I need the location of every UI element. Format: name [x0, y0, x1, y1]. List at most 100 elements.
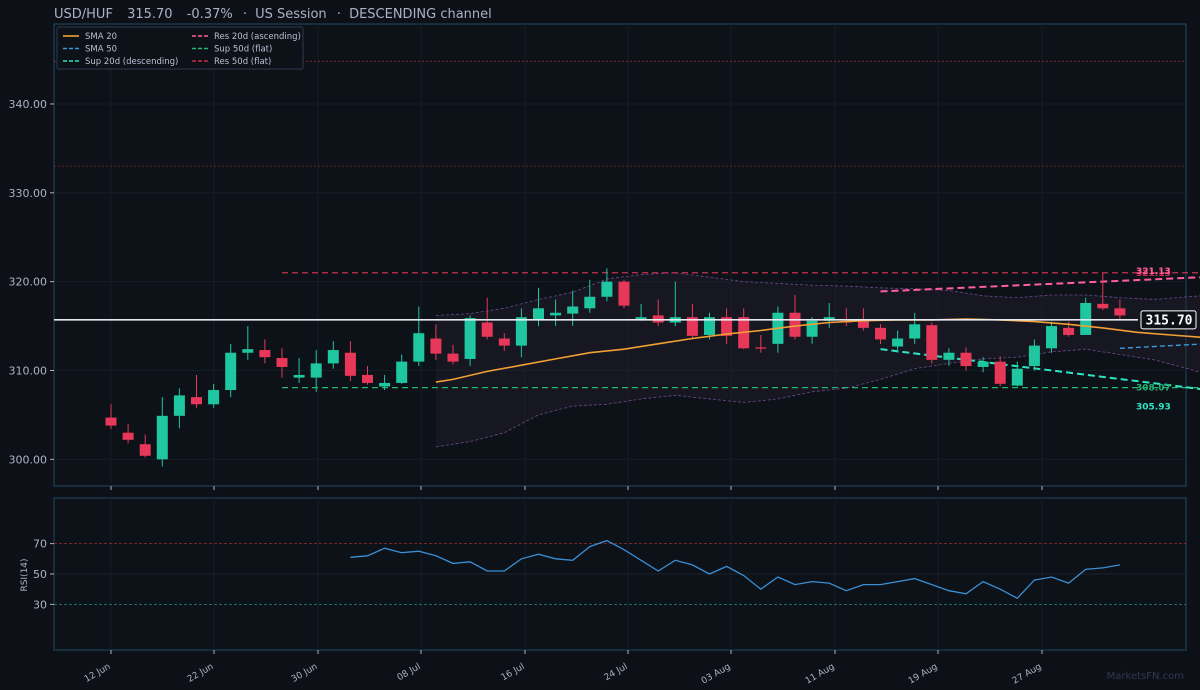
title-session: US Session — [255, 7, 327, 22]
price-tick-label: 310.00 — [9, 365, 48, 378]
legend-label: SMA 50 — [85, 45, 117, 55]
rsi-series-line — [350, 539, 1121, 600]
candle-body — [789, 312, 801, 337]
legend-label: SMA 20 — [85, 32, 117, 42]
candle-body — [481, 322, 493, 337]
candle-body — [635, 317, 647, 319]
candles — [105, 268, 1126, 467]
rsi-panel: 30 50 70 RSI(14) — [20, 497, 1187, 651]
candle-body — [977, 361, 989, 367]
legend-label: Sup 20d (descending) — [85, 57, 178, 67]
candle-body — [892, 338, 904, 347]
price-tick-label: 320.00 — [9, 276, 48, 289]
candle-body — [1063, 327, 1075, 335]
candle-body — [447, 353, 459, 362]
candle-body — [960, 352, 972, 367]
band-fill — [435, 272, 1200, 447]
watermark: MarketsFN.com — [1107, 671, 1184, 682]
candle-body — [1046, 326, 1057, 349]
candle-body — [310, 363, 322, 378]
candle-body — [686, 317, 698, 336]
candle-body — [396, 361, 408, 383]
candle-body — [994, 361, 1006, 384]
sup20-label: 305.93 — [1136, 403, 1171, 413]
rsi-gridlines — [54, 498, 1186, 650]
legend-label: Sup 50d (flat) — [214, 45, 272, 55]
res20-label: 321.13 — [1136, 267, 1171, 277]
candle-body — [806, 320, 818, 337]
band-lower-edge — [435, 348, 1200, 448]
candle-body — [533, 308, 544, 320]
candle-body — [515, 317, 527, 346]
price-panel-frame — [53, 23, 1187, 487]
candle-body — [413, 333, 425, 362]
price-tick-label: 340.00 — [9, 98, 48, 111]
title-channel: DESCENDING channel — [349, 7, 492, 22]
candle-body — [276, 358, 288, 367]
candle-body — [618, 281, 630, 306]
candle-body — [498, 338, 510, 346]
sup50-label: 308.07 — [1136, 384, 1171, 394]
title-symbol: USD/HUF — [54, 7, 113, 22]
last-price-value: 315.70 — [1146, 313, 1193, 328]
candle-body — [755, 347, 767, 349]
rsi-tick-label: 50 — [33, 568, 47, 581]
candle-body — [362, 374, 373, 383]
candle-body — [909, 324, 921, 339]
candle-body — [173, 395, 185, 416]
candle-body — [156, 415, 168, 460]
chart-title: USD/HUF 315.70 -0.37% · US Session · DES… — [54, 7, 492, 22]
legend-box — [56, 26, 304, 70]
candle-body — [430, 338, 442, 354]
candle-body — [242, 349, 254, 353]
title-change: -0.37% — [187, 7, 233, 22]
candle-body — [926, 325, 938, 360]
candle-body — [1028, 345, 1040, 367]
rsi-tick-label: 30 — [33, 598, 47, 611]
last-price-line: 315.70 — [54, 310, 1197, 330]
rsi-axis-label: RSI(14) — [20, 558, 30, 591]
title-last: 315.70 — [127, 7, 173, 22]
candle-body — [1097, 303, 1109, 309]
price-axis: 300.00 310.00 320.00 330.00 340.00 — [9, 98, 54, 466]
candle-body — [464, 318, 476, 359]
candle-body — [601, 281, 613, 297]
candle-body — [857, 320, 869, 328]
candle-body — [344, 352, 356, 376]
candle-body — [550, 312, 562, 316]
candle-body — [191, 397, 202, 405]
candle-body — [208, 390, 220, 405]
candle-body — [1080, 302, 1092, 335]
candle-body — [105, 417, 117, 426]
price-tick-label: 330.00 — [9, 187, 48, 200]
candle-body — [704, 317, 715, 335]
price-tick-label: 300.00 — [9, 453, 48, 466]
candle-body — [567, 306, 579, 314]
rsi-axis: 30 50 70 — [33, 538, 54, 611]
candle-body — [327, 350, 339, 364]
res50-label: 321.13 — [1136, 269, 1171, 279]
legend: SMA 20 Res 20d (ascending) SMA 50 Sup 50d (… — [56, 26, 304, 70]
rsi-line — [350, 539, 1121, 600]
candle-body — [379, 382, 391, 387]
legend-label: Res 20d (ascending) — [214, 32, 301, 42]
sup20-line — [880, 348, 1200, 390]
res20-line — [880, 276, 1200, 293]
candle-body — [1114, 308, 1126, 316]
legend-label: Res 50d (flat) — [214, 57, 271, 67]
candle-body — [122, 432, 134, 440]
candle-body — [225, 352, 237, 391]
candle-body — [584, 296, 596, 309]
candle-body — [943, 352, 955, 360]
candle-body — [293, 374, 305, 378]
candle-body — [823, 317, 835, 321]
candle-body — [875, 327, 886, 340]
last-price-tag — [1140, 310, 1197, 330]
candle-body — [1011, 368, 1023, 386]
candle-body — [139, 444, 151, 456]
candle-body — [259, 350, 271, 358]
candle-body — [652, 315, 664, 323]
price-panel: 300.00 310.00 320.00 330.00 340.00 315.70 32… — [9, 23, 1200, 487]
